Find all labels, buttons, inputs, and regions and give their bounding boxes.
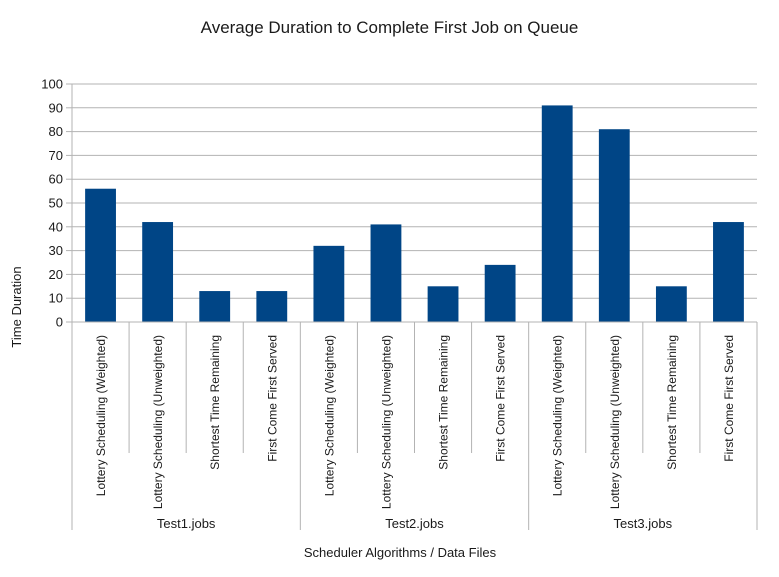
- y-tick-label: 30: [49, 243, 63, 258]
- y-tick-label: 70: [49, 148, 63, 163]
- bar: [85, 188, 116, 322]
- bar: [370, 224, 402, 322]
- group-label: Test3.jobs: [614, 516, 673, 531]
- category-label: First Come First Served: [494, 335, 508, 462]
- y-tick-label: 10: [49, 291, 63, 306]
- bar: [427, 286, 459, 322]
- category-label: First Come First Served: [722, 335, 736, 462]
- bar: [541, 105, 573, 322]
- category-label: Lottery Scheduling (Weighted): [322, 335, 336, 496]
- category-label: Lottery Scheduling (Unweighted): [379, 335, 393, 509]
- y-tick-label: 50: [49, 196, 63, 211]
- group-label: Test2.jobs: [385, 516, 444, 531]
- y-tick-label: 90: [49, 100, 63, 115]
- grid-lines: [72, 83, 757, 323]
- bar: [598, 129, 630, 322]
- bar: [655, 286, 687, 322]
- axes: [71, 84, 758, 530]
- bar: [256, 291, 288, 322]
- y-tick-label: 20: [49, 267, 63, 282]
- category-label: First Come First Served: [265, 335, 279, 462]
- y-tick-label: 0: [56, 315, 63, 330]
- bar: [713, 222, 744, 322]
- category-label: Lottery Scheduling (Unweighted): [151, 335, 165, 509]
- group-label: Test1.jobs: [157, 516, 216, 531]
- group-labels: Test1.jobs Test2.jobs Test3.jobs: [157, 516, 673, 531]
- bar: [142, 222, 174, 322]
- chart-title: Average Duration to Complete First Job o…: [201, 18, 579, 37]
- category-label: Shortest Time Remaining: [437, 335, 451, 470]
- category-label: Shortest Time Remaining: [208, 335, 222, 470]
- y-tick-label: 40: [49, 219, 63, 234]
- category-label: Lottery Scheduling (Weighted): [551, 335, 565, 496]
- y-axis-label: Time Duration: [9, 266, 24, 347]
- bar: [199, 291, 231, 322]
- category-labels: Lottery Scheduling (Weighted) Lottery Sch…: [94, 335, 736, 509]
- x-axis-label: Scheduler Algorithms / Data Files: [304, 545, 497, 560]
- y-tick-label: 80: [49, 124, 63, 139]
- bars: [85, 105, 744, 322]
- y-tick-label: 100: [41, 77, 63, 92]
- category-label: Lottery Scheduling (Weighted): [94, 335, 108, 496]
- y-tick-label: 60: [49, 172, 63, 187]
- bar: [313, 245, 345, 322]
- category-label: Shortest Time Remaining: [665, 335, 679, 470]
- bar: [484, 264, 516, 322]
- y-axis-ticks: 0 10 20 30 40 50 60 70 80 90 100: [41, 77, 72, 330]
- category-label: Lottery Scheduling (Unweighted): [608, 335, 622, 509]
